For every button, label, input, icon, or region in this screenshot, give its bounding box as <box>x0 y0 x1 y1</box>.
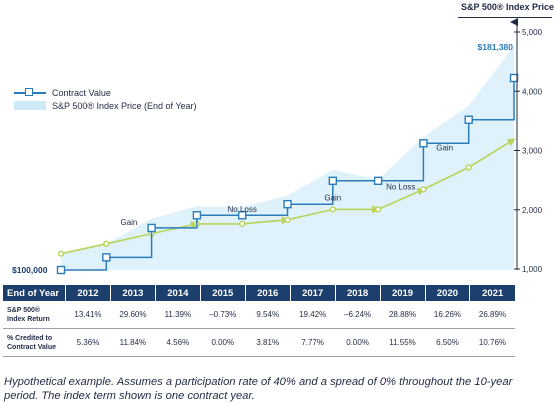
phase-label-1: Gain <box>120 218 137 227</box>
table-cell: 13.41% <box>65 301 111 329</box>
year-header: 2014 <box>155 285 201 301</box>
legend-index-label: S&P 500® Index Price (End of Year) <box>52 100 197 111</box>
arrow-point <box>329 206 336 213</box>
contract-start-label: $100,000 <box>12 265 48 275</box>
contract-marker <box>509 73 519 83</box>
contract-marker <box>328 176 337 186</box>
contract-marker <box>237 211 247 220</box>
contract-end-label: $181,380 <box>478 42 514 52</box>
contract-marker <box>147 223 156 233</box>
row-label-line2: Contract Value <box>7 343 57 351</box>
y-tick-label: 4,000 <box>522 87 543 96</box>
contract-marker <box>56 265 66 275</box>
table-cell: 19.42% <box>290 301 336 329</box>
year-header: 2019 <box>380 285 426 301</box>
table-cell: 29.60% <box>110 301 156 329</box>
table-row-index-return: S&P 500® Index Return 13.41% 29.60% 11.3… <box>3 301 515 329</box>
index-swatch <box>14 101 46 110</box>
arrow-point <box>103 240 110 247</box>
table-cell: 4.56% <box>155 328 201 357</box>
arrow-point <box>375 206 382 213</box>
row-label: % Credited to Contract Value <box>3 328 66 357</box>
table-cell: 28.88% <box>380 301 425 329</box>
arrow-point <box>465 164 472 171</box>
table-cell: 5.36% <box>65 328 111 357</box>
growth-arrow-1 <box>60 221 199 255</box>
table-cell: 3.81% <box>245 328 291 357</box>
right-axis-title: S&P 500® Index Price <box>460 2 554 12</box>
year-header: 2020 <box>425 285 471 301</box>
table-cell: 0.00% <box>335 328 381 357</box>
year-header: 2015 <box>200 285 246 301</box>
contract-marker <box>464 115 473 124</box>
contract-swatch <box>14 87 46 98</box>
table-cell: 6.50% <box>425 328 470 357</box>
legend-item-index: S&P 500® Index Price (End of Year) <box>14 99 197 112</box>
table-cell: 11.55% <box>380 328 425 357</box>
y-tick-label: 1,000 <box>522 265 543 274</box>
returns-table: End of Year 2012 2013 2014 2015 2016 201… <box>3 285 515 357</box>
row-label-line1: % Credited to <box>7 334 53 342</box>
table-cell: 11.39% <box>155 301 201 329</box>
row-label: S&P 500® Index Return <box>3 301 66 329</box>
phase-label-3: Gain <box>324 194 341 203</box>
table-cell: 26.89% <box>469 301 515 329</box>
year-header: 2016 <box>245 285 291 301</box>
row-label-line1: S&P 500® <box>7 306 41 314</box>
arrow-point <box>284 216 291 223</box>
table-cell: 11.84% <box>110 328 156 357</box>
chart: 5,000 4,000 3,000 2,000 1,000 Gain No Loss Gai… <box>12 2 554 275</box>
year-header: 2017 <box>290 285 336 301</box>
table-cell: 16.26% <box>425 301 470 329</box>
phase-label-5: Gain <box>436 143 453 152</box>
legend-item-contract: Contract Value <box>14 86 197 99</box>
table-cell: –6.24% <box>335 301 381 329</box>
table-header-label: End of Year <box>3 285 66 301</box>
table-cell: –0.73% <box>200 301 246 329</box>
row-label-line2: Index Return <box>7 315 50 323</box>
table-cell: 0.00% <box>200 328 246 357</box>
chart-svg: 5,000 4,000 3,000 2,000 1,000 Gain No Loss Gai… <box>12 18 543 275</box>
contract-marker <box>192 211 202 220</box>
footnote: Hypothetical example. Assumes a particip… <box>4 376 513 402</box>
contract-marker <box>102 253 111 262</box>
contract-marker <box>419 139 428 148</box>
table-cell: 9.54% <box>245 301 291 329</box>
table-cell: 7.77% <box>290 328 336 357</box>
phase-label-2: No Loss <box>228 205 257 214</box>
year-header: 2021 <box>469 285 515 301</box>
y-tick-label: 5,000 <box>522 28 543 37</box>
legend: Contract Value S&P 500® Index Price (End… <box>14 86 197 112</box>
growth-arrow-4 <box>377 188 426 211</box>
arrow-point <box>420 186 427 193</box>
y-tick-label: 2,000 <box>522 206 543 215</box>
year-header: 2018 <box>335 285 381 301</box>
phase-label-4: No Loss <box>386 182 415 191</box>
contract-marker <box>373 176 383 186</box>
contract-marker <box>283 199 292 209</box>
table-cell: 10.76% <box>469 328 515 357</box>
right-axis-title-rule <box>458 17 552 18</box>
legend-contract-label: Contract Value <box>52 87 111 98</box>
table-header-row: End of Year 2012 2013 2014 2015 2016 201… <box>3 285 515 301</box>
index-price-area <box>61 45 514 271</box>
arrow-point <box>239 220 246 227</box>
year-header: 2012 <box>65 285 111 301</box>
table-row-credited: % Credited to Contract Value 5.36% 11.84… <box>3 328 515 357</box>
arrow-point <box>57 250 65 257</box>
y-tick-label: 3,000 <box>522 147 543 156</box>
year-header: 2013 <box>110 285 156 301</box>
